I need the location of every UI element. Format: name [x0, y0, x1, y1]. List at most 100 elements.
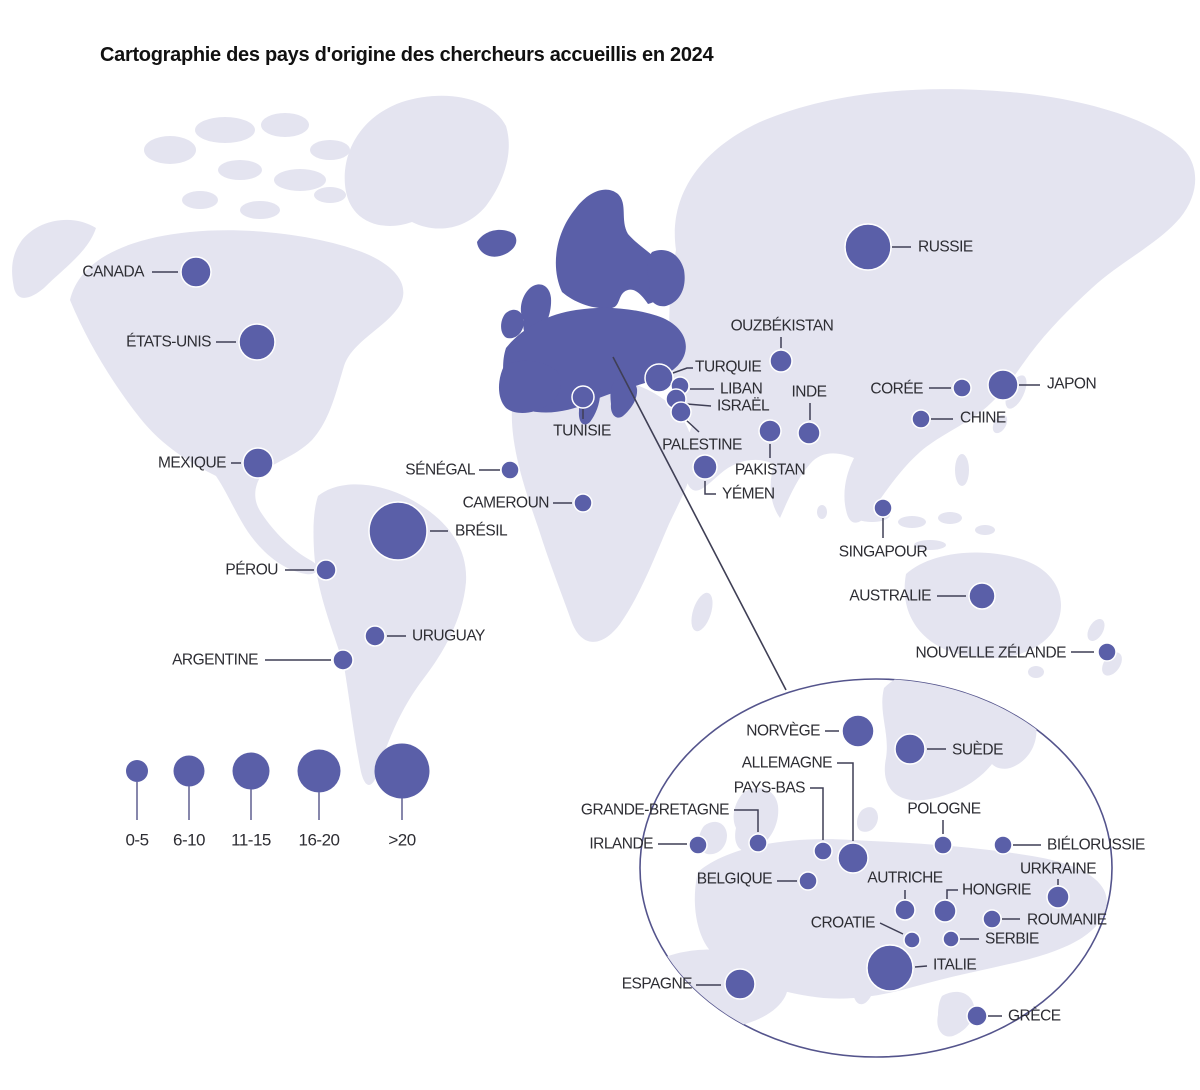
country-bubble	[500, 460, 520, 480]
country-bubble	[993, 835, 1013, 855]
philippines-shape	[955, 454, 969, 486]
country-bubble	[933, 899, 957, 923]
leader-line	[810, 787, 824, 840]
country-label: AUTRICHE	[867, 870, 942, 887]
country-bubble	[942, 930, 960, 948]
country-singapour: SINGAPOUR	[839, 498, 928, 561]
country-label: PAKISTAN	[735, 462, 805, 479]
country-bubble	[873, 498, 893, 518]
country-serbie: SERBIE	[942, 930, 1040, 948]
country-bubble	[841, 714, 875, 748]
legend-label: >20	[388, 831, 415, 850]
inset-greece	[937, 991, 975, 1037]
country-bubble	[692, 454, 718, 480]
country-bubble	[894, 733, 926, 765]
country-australie: AUSTRALIE	[849, 582, 996, 610]
country-bubble	[968, 582, 996, 610]
country-bubble	[748, 833, 768, 853]
country-nouvelle-zelande: NOUVELLE ZÉLANDE	[916, 642, 1117, 662]
europe-highlight	[477, 189, 686, 425]
country-bubble	[966, 1005, 988, 1027]
country-bubble	[1046, 885, 1070, 909]
country-label: CAMEROUN	[463, 495, 549, 512]
country-label: CANADA	[82, 264, 145, 281]
country-italie: ITALIE	[866, 944, 977, 992]
country-bubble	[688, 835, 708, 855]
madagascar-shape	[691, 592, 713, 632]
sri-lanka-shape	[817, 505, 827, 519]
indonesia-islands	[854, 508, 995, 550]
country-label: NOUVELLE ZÉLANDE	[916, 645, 1067, 662]
country-ouzbekistan: OUZBÉKISTAN	[731, 318, 834, 373]
country-bubble	[364, 625, 386, 647]
legend-label: 11-15	[231, 831, 271, 850]
country-label: NORVÈGE	[746, 723, 820, 740]
country-bubble	[758, 419, 782, 443]
leader-line	[879, 922, 904, 935]
country-espagne: ESPAGNE	[622, 968, 756, 1000]
legend-bubble	[232, 752, 270, 790]
country-label: GRANDE-BRETAGNE	[581, 802, 729, 819]
country-label: OUZBÉKISTAN	[731, 318, 834, 335]
country-bubble	[332, 649, 354, 671]
country-label: BRÉSIL	[455, 523, 508, 540]
country-label: ITALIE	[933, 957, 976, 974]
legend-bubble	[173, 755, 205, 787]
country-label: SERBIE	[985, 931, 1039, 948]
country-russie: RUSSIE	[844, 223, 973, 271]
country-bielorussie: BIÉLORUSSIE	[993, 835, 1146, 855]
country-cameroun: CAMEROUN	[463, 493, 593, 513]
country-bubble	[644, 363, 674, 393]
country-bubble	[180, 256, 212, 288]
country-bubble	[903, 931, 921, 949]
country-label: INDE	[791, 384, 826, 401]
country-allemagne: ALLEMAGNE	[742, 755, 869, 874]
country-bubble	[797, 421, 821, 445]
country-bubble	[866, 944, 914, 992]
legend-item-6-10: 6-10	[173, 755, 206, 850]
country-uruguay: URUGUAY	[364, 625, 486, 647]
country-coree: CORÉE	[870, 378, 972, 398]
leader-line	[837, 762, 854, 841]
country-label: SUÈDE	[952, 742, 1003, 759]
country-pakistan: PAKISTAN	[735, 419, 806, 479]
inset-scandinavia	[882, 679, 1008, 801]
leader-line	[734, 809, 759, 832]
country-perou: PÉROU	[225, 559, 337, 581]
magnifier-leader-line	[612, 356, 787, 691]
leader-line	[914, 965, 928, 968]
country-bubble	[1097, 642, 1117, 662]
country-label: JAPON	[1047, 376, 1096, 393]
country-irlande: IRLANDE	[589, 835, 708, 855]
south-america-shape	[313, 484, 467, 785]
country-pays-bas: PAYS-BAS	[734, 780, 833, 861]
country-autriche: AUTRICHE	[867, 870, 943, 921]
country-label: SINGAPOUR	[839, 544, 928, 561]
leader-line	[704, 481, 716, 495]
country-label: BIÉLORUSSIE	[1047, 837, 1145, 854]
legend-item-16-20: 16-20	[297, 749, 341, 850]
country-label: CROATIE	[811, 915, 875, 932]
country-label: RUSSIE	[918, 239, 973, 256]
country-senegal: SÉNÉGAL	[405, 460, 520, 480]
country-label: AUSTRALIE	[849, 588, 931, 605]
country-pologne: POLOGNE	[907, 801, 981, 855]
country-japon: JAPON	[987, 369, 1097, 401]
countries-layer: CANADA ÉTATS-UNIS MEXIQUE SÉNÉGAL CAMEROUN BR…	[82, 223, 1146, 1027]
africa-shape	[511, 374, 694, 642]
country-mexique: MEXIQUE	[158, 447, 274, 479]
country-roumanie: ROUMANIE	[982, 909, 1107, 929]
country-chine: CHINE	[911, 409, 1006, 429]
country-label: BELGIQUE	[697, 871, 772, 888]
page-title: Cartographie des pays d'origine des cher…	[100, 44, 714, 66]
tasmania-shape	[1028, 666, 1044, 678]
legend-label: 0-5	[125, 831, 148, 850]
country-label: ÉTATS-UNIS	[126, 334, 211, 351]
country-bubble	[894, 899, 916, 921]
country-grece: GRÈCE	[966, 1005, 1061, 1027]
country-label: PAYS-BAS	[734, 780, 805, 797]
country-bubble	[368, 501, 428, 561]
country-norvege: NORVÈGE	[746, 714, 875, 748]
country-yemen: YÉMEN	[692, 454, 775, 503]
country-label: PALESTINE	[662, 437, 742, 454]
